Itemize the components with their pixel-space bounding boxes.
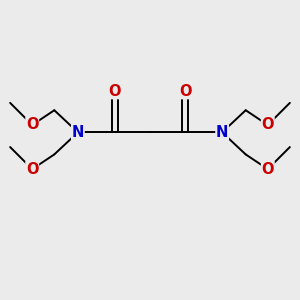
Text: O: O xyxy=(179,84,192,99)
Text: O: O xyxy=(108,84,121,99)
Text: N: N xyxy=(72,125,84,140)
Text: O: O xyxy=(262,118,274,133)
Text: O: O xyxy=(262,162,274,177)
Text: O: O xyxy=(26,162,38,177)
Text: O: O xyxy=(26,118,38,133)
Text: N: N xyxy=(216,125,228,140)
